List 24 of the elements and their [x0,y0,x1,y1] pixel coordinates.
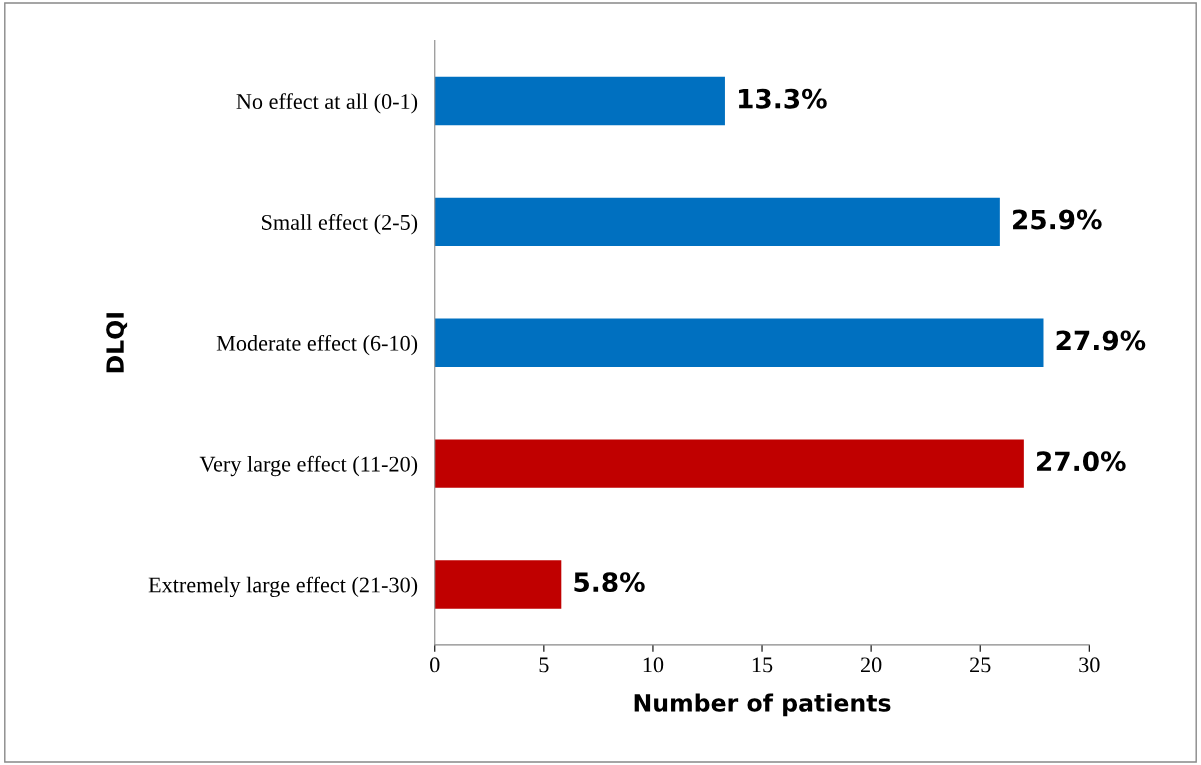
bar [434,439,1024,488]
y-tick-label: Moderate effect (6-10) [216,334,418,356]
x-tick-label: 15 [752,657,773,673]
x-tick-label: 30 [1079,657,1100,673]
bar [434,76,725,126]
data-label: 5.8% [574,572,645,593]
data-label: 13.3% [739,88,827,109]
y-tick-label: Small effect (2-5) [262,214,418,235]
data-label: 25.9% [1013,209,1102,230]
bar [434,318,1044,367]
y-tick-label: Extremely large effect (21-30) [148,576,418,598]
data-label: 27.9% [1056,330,1146,351]
x-tick-label: 5 [539,657,549,673]
y-tick-label: Very large effect (11-20) [199,455,418,477]
x-axis-title: Number of patients [634,693,891,717]
x-tick-label: 25 [970,657,991,673]
y-axis-title: DLQI [106,313,128,373]
bar [434,197,1000,247]
x-tick-label: 0 [430,657,440,673]
y-tick-label: No effect at all (0-1) [236,93,418,114]
bar [434,560,562,609]
x-tick-label: 20 [860,657,882,673]
x-tick-label: 10 [643,657,664,673]
data-label: 27.0% [1037,451,1126,472]
